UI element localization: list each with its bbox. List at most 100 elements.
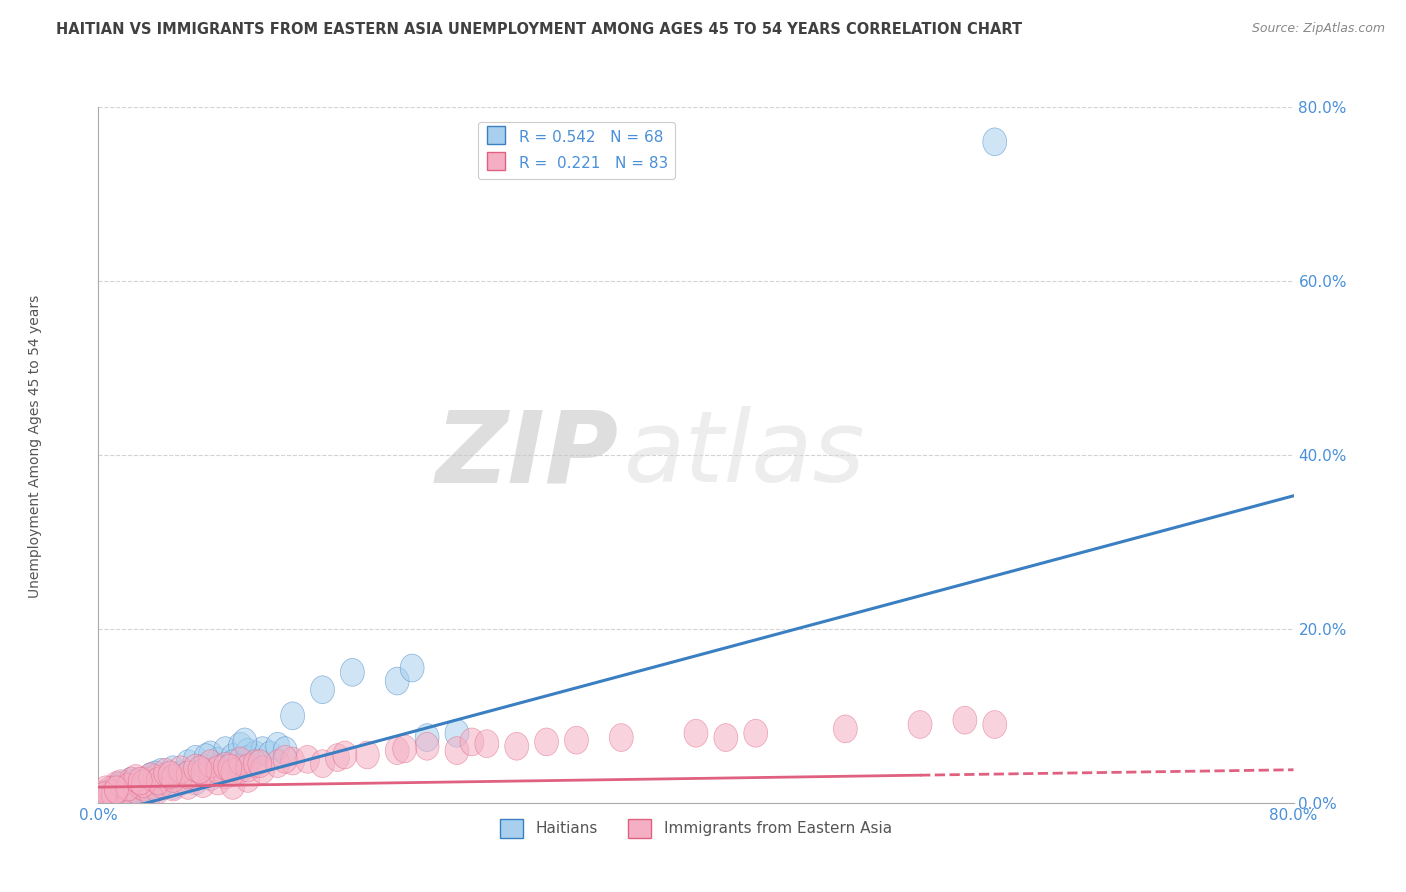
- Ellipse shape: [236, 754, 260, 782]
- Ellipse shape: [228, 754, 252, 782]
- Ellipse shape: [198, 741, 222, 769]
- Ellipse shape: [131, 770, 155, 797]
- Ellipse shape: [94, 786, 118, 814]
- Ellipse shape: [250, 737, 274, 764]
- Ellipse shape: [228, 732, 252, 760]
- Ellipse shape: [128, 772, 152, 799]
- Ellipse shape: [124, 764, 148, 792]
- Ellipse shape: [162, 772, 186, 799]
- Ellipse shape: [124, 776, 148, 804]
- Ellipse shape: [233, 728, 257, 756]
- Ellipse shape: [94, 780, 118, 808]
- Ellipse shape: [273, 746, 297, 773]
- Ellipse shape: [135, 767, 159, 795]
- Ellipse shape: [146, 776, 170, 804]
- Ellipse shape: [114, 773, 138, 801]
- Ellipse shape: [281, 702, 305, 730]
- Ellipse shape: [221, 772, 245, 799]
- Ellipse shape: [169, 761, 193, 789]
- Ellipse shape: [120, 767, 143, 795]
- Ellipse shape: [117, 773, 141, 801]
- Ellipse shape: [169, 767, 193, 795]
- Ellipse shape: [101, 782, 125, 810]
- Ellipse shape: [214, 761, 238, 789]
- Ellipse shape: [105, 773, 129, 801]
- Ellipse shape: [236, 746, 260, 773]
- Ellipse shape: [94, 776, 118, 804]
- Ellipse shape: [169, 756, 193, 784]
- Ellipse shape: [108, 780, 132, 808]
- Ellipse shape: [108, 770, 132, 797]
- Ellipse shape: [983, 711, 1007, 739]
- Ellipse shape: [446, 737, 470, 764]
- Ellipse shape: [311, 750, 335, 778]
- Ellipse shape: [834, 715, 858, 743]
- Ellipse shape: [135, 773, 159, 801]
- Ellipse shape: [94, 785, 118, 813]
- Ellipse shape: [259, 741, 283, 769]
- Ellipse shape: [90, 787, 114, 815]
- Ellipse shape: [385, 667, 409, 695]
- Ellipse shape: [162, 764, 186, 792]
- Ellipse shape: [114, 779, 138, 806]
- Ellipse shape: [117, 782, 141, 810]
- Ellipse shape: [104, 772, 128, 799]
- Ellipse shape: [243, 750, 267, 778]
- Ellipse shape: [108, 780, 132, 808]
- Ellipse shape: [505, 732, 529, 760]
- Ellipse shape: [153, 767, 177, 795]
- Ellipse shape: [207, 747, 231, 775]
- Ellipse shape: [356, 741, 380, 769]
- Ellipse shape: [146, 764, 170, 792]
- Ellipse shape: [983, 128, 1007, 156]
- Ellipse shape: [162, 756, 186, 784]
- Ellipse shape: [93, 782, 117, 810]
- Ellipse shape: [153, 758, 177, 786]
- Ellipse shape: [139, 772, 163, 799]
- Ellipse shape: [104, 776, 128, 804]
- Ellipse shape: [311, 676, 335, 704]
- Ellipse shape: [153, 763, 177, 790]
- Ellipse shape: [117, 773, 141, 801]
- Ellipse shape: [340, 658, 364, 686]
- Ellipse shape: [392, 735, 416, 763]
- Ellipse shape: [139, 763, 163, 790]
- Ellipse shape: [108, 772, 132, 799]
- Ellipse shape: [221, 750, 245, 778]
- Ellipse shape: [146, 767, 170, 795]
- Ellipse shape: [131, 767, 155, 795]
- Ellipse shape: [153, 767, 177, 795]
- Ellipse shape: [295, 746, 319, 773]
- Ellipse shape: [534, 728, 558, 756]
- Ellipse shape: [475, 730, 499, 757]
- Ellipse shape: [214, 758, 238, 786]
- Ellipse shape: [169, 764, 193, 792]
- Ellipse shape: [124, 776, 148, 804]
- Text: Unemployment Among Ages 45 to 54 years: Unemployment Among Ages 45 to 54 years: [28, 294, 42, 598]
- Ellipse shape: [139, 779, 163, 806]
- Ellipse shape: [908, 711, 932, 739]
- Ellipse shape: [191, 754, 215, 782]
- Ellipse shape: [214, 737, 238, 764]
- Ellipse shape: [139, 763, 163, 790]
- Ellipse shape: [184, 763, 208, 790]
- Ellipse shape: [333, 741, 357, 769]
- Ellipse shape: [228, 747, 252, 775]
- Ellipse shape: [101, 776, 125, 804]
- Ellipse shape: [236, 764, 260, 792]
- Ellipse shape: [124, 776, 148, 804]
- Text: HAITIAN VS IMMIGRANTS FROM EASTERN ASIA UNEMPLOYMENT AMONG AGES 45 TO 54 YEARS C: HAITIAN VS IMMIGRANTS FROM EASTERN ASIA …: [56, 22, 1022, 37]
- Ellipse shape: [281, 747, 305, 775]
- Ellipse shape: [273, 737, 297, 764]
- Ellipse shape: [176, 750, 200, 778]
- Ellipse shape: [207, 756, 231, 784]
- Ellipse shape: [91, 780, 115, 808]
- Ellipse shape: [176, 761, 200, 789]
- Ellipse shape: [143, 761, 167, 789]
- Ellipse shape: [221, 744, 245, 772]
- Ellipse shape: [415, 723, 439, 751]
- Ellipse shape: [744, 719, 768, 747]
- Ellipse shape: [236, 739, 260, 766]
- Ellipse shape: [188, 756, 212, 784]
- Ellipse shape: [131, 779, 155, 806]
